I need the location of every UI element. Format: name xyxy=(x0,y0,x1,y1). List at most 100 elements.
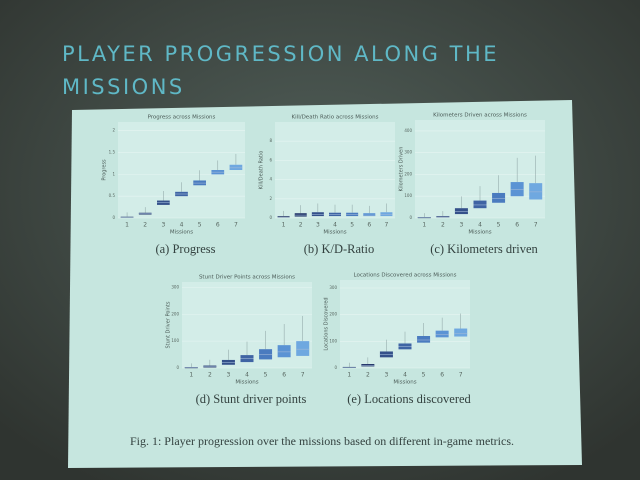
y-axis-label: Stunt Driver Points xyxy=(166,301,172,348)
y-tick-label: 0 xyxy=(409,215,412,220)
panel-caption: (e) Locations discovered xyxy=(347,392,471,406)
x-tick-label: 3 xyxy=(316,222,320,229)
x-tick-label: 3 xyxy=(385,372,389,379)
chart-title: Stunt Driver Points across Missions xyxy=(199,275,295,281)
y-tick-label: 0 xyxy=(176,365,179,370)
x-tick-label: 2 xyxy=(441,222,445,229)
box xyxy=(380,212,393,217)
x-tick-label: 7 xyxy=(459,372,463,379)
box xyxy=(277,345,291,358)
x-tick-label: 6 xyxy=(282,372,286,379)
box xyxy=(435,330,449,338)
x-tick-label: 5 xyxy=(264,372,268,379)
y-tick-label: 100 xyxy=(404,193,412,198)
panel-caption: (d) Stunt driver points xyxy=(196,392,307,406)
x-tick-label: 2 xyxy=(143,222,147,229)
x-tick-label: 3 xyxy=(227,372,231,379)
box xyxy=(454,208,468,215)
x-tick-label: 6 xyxy=(367,222,371,229)
x-tick-label: 1 xyxy=(189,372,193,379)
y-tick-label: 0 xyxy=(112,215,115,220)
chart-title: Kilometers Driven across Missions xyxy=(433,113,527,119)
y-tick-label: 300 xyxy=(329,285,337,290)
y-tick-label: 200 xyxy=(171,311,179,316)
x-tick-label: 4 xyxy=(245,372,249,379)
chart-title: Progress across Missions xyxy=(148,115,216,121)
x-axis-label: Missions xyxy=(468,230,491,236)
plot-area xyxy=(275,122,395,218)
x-tick-label: 4 xyxy=(180,222,184,229)
x-axis-label: Missions xyxy=(393,380,416,386)
y-tick-label: 1.5 xyxy=(109,150,116,155)
y-tick-label: 300 xyxy=(171,284,179,289)
y-axis-label: Progress xyxy=(102,159,108,181)
x-axis-label: Missions xyxy=(235,380,258,386)
slide-title: PLAYER PROGRESSION ALONG THE xyxy=(62,42,499,66)
box xyxy=(492,192,506,203)
y-tick-label: 0 xyxy=(334,365,337,370)
x-tick-label: 5 xyxy=(350,222,354,229)
chart-title: Kill/Death Ratio across Missions xyxy=(292,115,379,121)
y-tick-label: 300 xyxy=(404,150,412,155)
x-tick-label: 2 xyxy=(208,372,212,379)
x-tick-label: 3 xyxy=(161,222,165,229)
x-tick-label: 6 xyxy=(515,222,519,229)
box xyxy=(417,336,431,343)
slide-title: MISSIONS xyxy=(62,75,185,99)
x-tick-label: 7 xyxy=(385,222,389,229)
plot-area xyxy=(340,280,470,368)
box xyxy=(510,182,524,197)
x-tick-label: 7 xyxy=(301,372,305,379)
y-tick-label: 200 xyxy=(404,171,412,176)
y-tick-label: 2 xyxy=(269,196,272,201)
x-tick-label: 2 xyxy=(299,222,303,229)
x-tick-label: 6 xyxy=(440,372,444,379)
x-tick-label: 4 xyxy=(333,222,337,229)
panel-caption: (b) K/D-Ratio xyxy=(304,242,374,256)
y-tick-label: 6 xyxy=(269,157,272,162)
box xyxy=(311,212,324,217)
box xyxy=(363,213,376,217)
x-tick-label: 1 xyxy=(347,372,351,379)
x-tick-label: 5 xyxy=(198,222,202,229)
x-tick-label: 2 xyxy=(366,372,370,379)
box xyxy=(454,328,468,337)
box xyxy=(229,164,243,170)
x-tick-label: 5 xyxy=(422,372,426,379)
y-tick-label: 400 xyxy=(404,128,412,133)
y-tick-label: 0.5 xyxy=(109,193,116,198)
y-tick-label: 4 xyxy=(269,177,272,182)
plot-area xyxy=(118,122,245,218)
box xyxy=(473,200,487,209)
figure-caption: Fig. 1: Player progression over the miss… xyxy=(130,434,514,448)
y-tick-label: 2 xyxy=(112,128,115,133)
x-tick-label: 1 xyxy=(282,222,286,229)
box xyxy=(296,341,310,356)
x-tick-label: 7 xyxy=(234,222,238,229)
chart-title: Locations Discovered across Missions xyxy=(354,273,457,279)
panel-caption: (a) Progress xyxy=(155,242,215,256)
panel-caption: (c) Kilometers driven xyxy=(430,242,538,256)
x-tick-label: 6 xyxy=(216,222,220,229)
y-axis-label: Kilometers Driven xyxy=(399,147,405,192)
y-tick-label: 8 xyxy=(269,138,272,143)
x-tick-label: 4 xyxy=(403,372,407,379)
box xyxy=(529,183,543,200)
y-tick-label: 0 xyxy=(269,215,272,220)
y-tick-label: 100 xyxy=(329,338,337,343)
x-tick-label: 4 xyxy=(478,222,482,229)
x-tick-label: 5 xyxy=(497,222,501,229)
x-tick-label: 3 xyxy=(460,222,464,229)
y-tick-label: 1 xyxy=(112,171,115,176)
y-axis-label: Locations Discovered xyxy=(324,297,330,350)
x-tick-label: 1 xyxy=(422,222,426,229)
x-tick-label: 7 xyxy=(534,222,538,229)
x-tick-label: 1 xyxy=(125,222,129,229)
y-tick-label: 100 xyxy=(171,338,179,343)
x-axis-label: Missions xyxy=(323,230,346,236)
x-axis-label: Missions xyxy=(170,230,193,236)
y-axis-label: Kill/Death Ratio xyxy=(259,151,265,190)
y-tick-label: 200 xyxy=(329,312,337,317)
